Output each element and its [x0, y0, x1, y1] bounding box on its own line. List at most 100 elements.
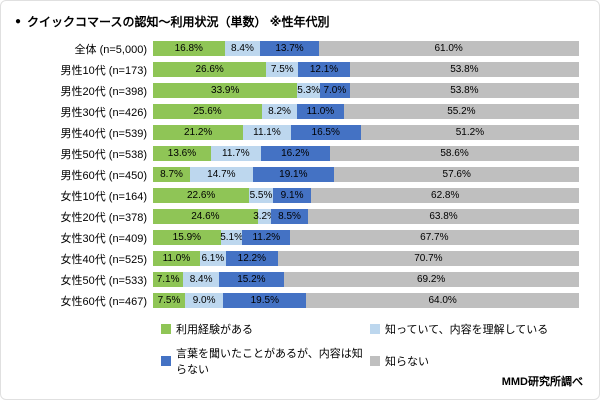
bar-segment: 8.4%: [183, 272, 220, 287]
legend-item: 利用経験がある: [161, 321, 366, 337]
bar-segment: 14.7%: [190, 167, 253, 182]
row-label: 男性10代 (n=173): [60, 64, 147, 77]
row-label: 男性30代 (n=426): [60, 106, 147, 119]
chart-row: 女性40代 (n=525) 11.0% 6.1% 12.2% 70.7%: [11, 248, 579, 269]
bar-segment: 7.0%: [319, 83, 350, 98]
segment-value-label: 33.9%: [211, 84, 240, 96]
chart-row: 男性20代 (n=398) 33.9% 5.3% 7.0% 53.8%: [11, 80, 579, 101]
bar-segment: 11.0%: [153, 251, 200, 266]
row-label: 全体 (n=5,000): [74, 43, 147, 56]
bar-segment: 9.1%: [272, 188, 312, 203]
row-label: 男性60代 (n=450): [60, 169, 147, 182]
bar-segment: 9.0%: [184, 293, 224, 308]
stacked-bar: 24.6% 3.2% 8.5% 63.8%: [153, 209, 580, 224]
segment-value-label: 57.6%: [442, 168, 471, 180]
chart-row: 男性30代 (n=426) 25.6% 8.2% 11.0% 55.2%: [11, 101, 579, 122]
chart-row: 女性30代 (n=409) 15.9% 5.1% 11.2% 67.7%: [11, 227, 579, 248]
bar-segment: 13.7%: [260, 41, 319, 56]
bar-segment: 8.2%: [262, 104, 297, 119]
bar-segment: 19.1%: [252, 167, 335, 182]
row-label: 女性10代 (n=164): [60, 190, 147, 203]
bar-segment: 12.1%: [298, 62, 350, 77]
chart-title-text: クイックコマースの認知〜利用状況（単数） ※性年代別: [27, 15, 330, 29]
segment-value-label: 69.2%: [416, 273, 446, 285]
segment-value-label: 8.2%: [268, 105, 291, 117]
bar-segment: 16.8%: [153, 41, 225, 56]
segment-value-label: 15.2%: [237, 273, 266, 285]
bar-segment: 22.6%: [153, 188, 250, 203]
stacked-bar: 22.6% 5.5% 9.1% 62.8%: [153, 188, 579, 203]
bar-segment: 57.6%: [334, 167, 580, 182]
legend-swatch-green: [161, 324, 171, 334]
bar-segment: 6.1%: [199, 251, 226, 266]
bar-segment: 12.2%: [225, 251, 278, 266]
row-label: 女性20代 (n=378): [60, 211, 147, 224]
chart-row: 男性10代 (n=173) 26.6% 7.5% 12.1% 53.8%: [11, 59, 579, 80]
segment-value-label: 53.8%: [450, 63, 479, 75]
bar-segment: 67.7%: [290, 230, 579, 245]
bar-segment: 21.2%: [153, 125, 244, 140]
segment-value-label: 9.0%: [192, 294, 216, 306]
segment-value-label: 8.5%: [278, 210, 301, 222]
stacked-bar: 26.6% 7.5% 12.1% 53.8%: [153, 62, 579, 77]
segment-value-label: 16.2%: [281, 147, 310, 159]
legend-label: 利用経験がある: [176, 324, 253, 336]
segment-value-label: 11.0%: [162, 252, 191, 264]
row-label: 男性40代 (n=539): [60, 127, 147, 140]
bar-segment: 16.2%: [260, 146, 330, 161]
bar-segment: 15.9%: [153, 230, 221, 245]
bar-segment: 15.2%: [219, 272, 284, 287]
bar-segment: 63.8%: [307, 209, 580, 224]
legend-item: 知らない: [370, 345, 579, 377]
bar-segment: 11.0%: [296, 104, 344, 119]
segment-value-label: 21.2%: [183, 126, 213, 138]
bar-segment: 69.2%: [283, 272, 579, 287]
chart-row: 女性50代 (n=533) 7.1% 8.4% 15.2% 69.2%: [11, 269, 579, 290]
bar-segment: 53.8%: [349, 83, 579, 98]
segment-value-label: 19.1%: [279, 168, 308, 180]
bar-segment: 64.0%: [306, 293, 579, 308]
segment-value-label: 62.8%: [431, 189, 460, 201]
chart-row: 男性50代 (n=538) 13.6% 11.7% 16.2% 58.6%: [11, 143, 580, 164]
segment-value-label: 8.4%: [231, 42, 254, 54]
segment-value-label: 5.5%: [249, 189, 273, 201]
row-label: 男性50代 (n=538): [60, 148, 147, 161]
segment-value-label: 63.8%: [429, 210, 458, 222]
segment-value-label: 26.6%: [195, 63, 224, 75]
segment-value-label: 7.1%: [156, 273, 180, 285]
segment-value-label: 11.1%: [253, 126, 281, 138]
stacked-bar: 7.1% 8.4% 15.2% 69.2%: [153, 272, 579, 287]
segment-value-label: 5.3%: [297, 84, 321, 96]
bar-segment: 33.9%: [153, 83, 298, 98]
segment-value-label: 70.7%: [414, 252, 443, 264]
segment-value-label: 12.1%: [309, 63, 339, 75]
bar-segment: 7.1%: [153, 272, 184, 287]
legend-swatch-gray: [370, 356, 380, 366]
segment-value-label: 11.0%: [306, 105, 335, 117]
segment-value-label: 7.0%: [323, 84, 347, 96]
segment-value-label: 11.7%: [222, 147, 250, 159]
row-label: 女性50代 (n=533): [60, 274, 147, 287]
segment-value-label: 16.5%: [311, 126, 340, 138]
segment-value-label: 14.7%: [207, 168, 236, 180]
segment-value-label: 3.2%: [253, 210, 276, 222]
segment-value-label: 19.5%: [250, 294, 279, 306]
bar-segment: 24.6%: [153, 209, 258, 224]
stacked-bar: 13.6% 11.7% 16.2% 58.6%: [153, 146, 580, 161]
bar-segment: 70.7%: [277, 251, 579, 266]
chart-rows: 全体 (n=5,000) 16.8% 8.4% 13.7% 61.0% 男性10代 (n=…: [11, 38, 580, 311]
stacked-bar: 11.0% 6.1% 12.2% 70.7%: [153, 251, 579, 266]
bar-segment: 8.4%: [224, 41, 261, 56]
segment-value-label: 58.6%: [440, 147, 469, 159]
segment-value-label: 12.2%: [237, 252, 266, 264]
bar-segment: 5.1%: [220, 230, 243, 245]
chart-row: 女性10代 (n=164) 22.6% 5.5% 9.1% 62.8%: [11, 185, 579, 206]
segment-value-label: 6.1%: [201, 252, 225, 264]
bar-segment: 5.3%: [297, 83, 320, 98]
row-label: 女性40代 (n=525): [60, 253, 147, 266]
chart-legend: 利用経験がある 知っていて、内容を理解している 言葉を聞いたことがあるが、内容は…: [161, 321, 579, 377]
bullet-icon: ●: [15, 15, 22, 27]
segment-value-label: 16.8%: [174, 42, 203, 54]
bar-segment: 16.5%: [290, 125, 361, 140]
bar-segment: 5.5%: [249, 188, 273, 203]
